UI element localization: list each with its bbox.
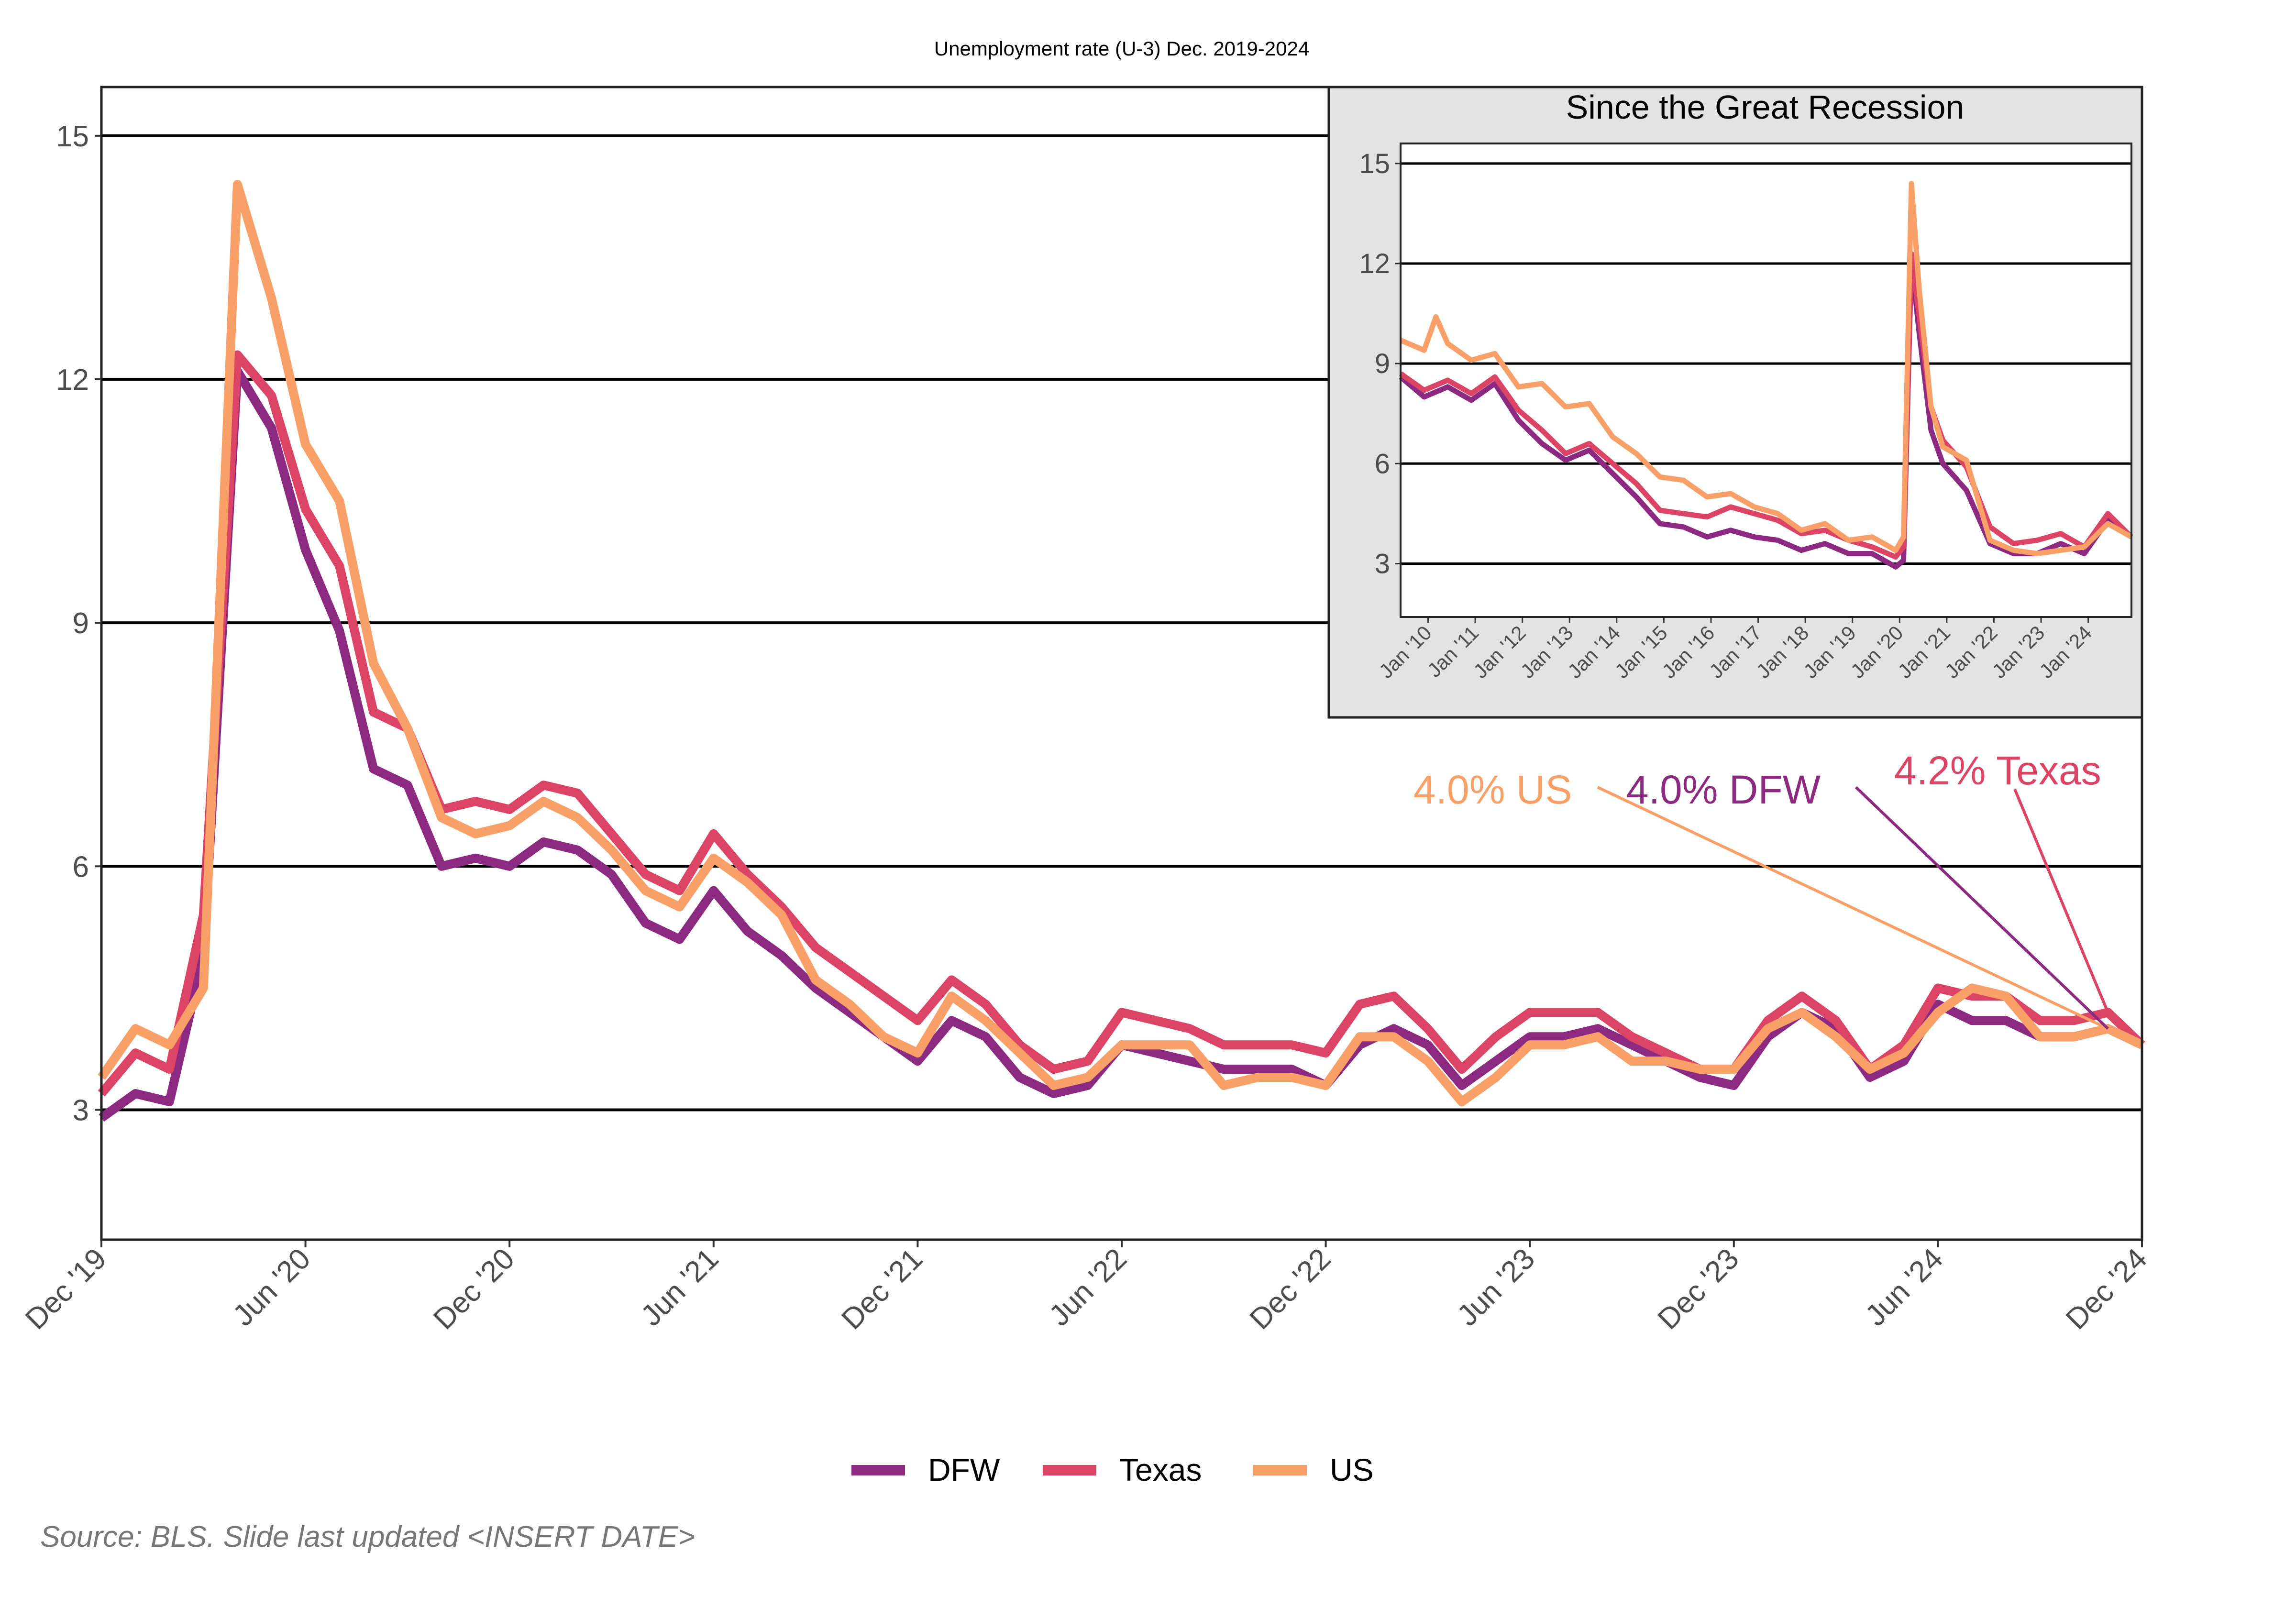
inset-y-tick-label: 9 <box>1375 348 1390 379</box>
x-tick-label: Dec '21 <box>835 1242 929 1336</box>
leader-line-us <box>1597 786 2109 1030</box>
y-tick-label: 9 <box>73 607 89 640</box>
source-note: Source: BLS. Slide last updated <INSERT … <box>40 1520 695 1553</box>
legend-label-us: US <box>1330 1452 1374 1487</box>
y-tick-label: 12 <box>56 363 89 396</box>
legend-label-dfw: DFW <box>928 1452 1000 1487</box>
x-tick-label: Dec '23 <box>1652 1242 1745 1336</box>
annotations: 4.0% US 4.0% DFW 4.2% Texas <box>1413 748 2109 1030</box>
leader-line-texas <box>2013 788 2109 1013</box>
legend: DFW Texas US <box>851 1452 1374 1487</box>
inset-series-line-dfw <box>1399 257 2133 570</box>
y-tick-label: 3 <box>73 1094 89 1127</box>
y-tick-label: 15 <box>56 120 89 153</box>
annotation-us: 4.0% US <box>1413 767 1572 812</box>
chart-title: Unemployment rate (U-3) Dec. 2019-2024 <box>934 37 1309 60</box>
x-tick-label: Jun '24 <box>1859 1242 1950 1332</box>
annotation-texas: 4.2% Texas <box>1894 748 2101 793</box>
inset-plot-border <box>1400 143 2132 618</box>
legend-label-texas: Texas <box>1119 1452 1202 1487</box>
inset-series-line-us <box>1399 181 2133 556</box>
series-line-us <box>98 180 2144 1106</box>
x-tick-label: Dec '20 <box>427 1242 521 1336</box>
inset-plot-background <box>1401 143 2131 617</box>
leader-line-dfw <box>1854 786 2109 1030</box>
inset-y-tick-label: 6 <box>1375 448 1390 479</box>
x-tick-label: Jun '21 <box>635 1242 725 1332</box>
inset-series-line-texas <box>1399 251 2133 560</box>
x-tick-label: Jun '23 <box>1451 1242 1541 1332</box>
y-tick-label: 6 <box>73 850 89 883</box>
inset-title: Since the Great Recession <box>1566 88 1965 126</box>
x-tick-label: Dec '19 <box>19 1242 113 1336</box>
x-tick-label: Jun '20 <box>227 1242 317 1332</box>
inset-y-tick-label: 3 <box>1375 548 1390 579</box>
inset-y-tick-label: 12 <box>1359 248 1390 279</box>
inset-y-tick-label: 15 <box>1359 148 1390 179</box>
x-tick-label: Dec '24 <box>2060 1242 2153 1336</box>
x-tick-label: Jun '22 <box>1043 1242 1133 1332</box>
x-tick-label: Dec '22 <box>1243 1242 1337 1336</box>
annotation-dfw: 4.0% DFW <box>1626 767 1821 812</box>
